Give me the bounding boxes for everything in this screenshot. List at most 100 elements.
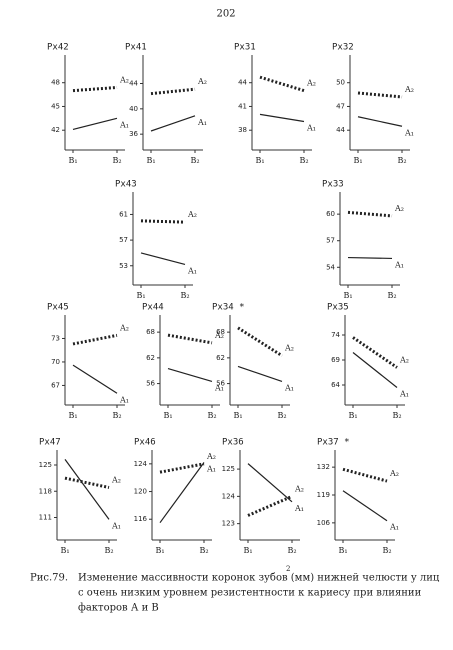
y-tick-label: 64 xyxy=(331,381,340,389)
y-tick-label: 70 xyxy=(51,358,60,366)
series-line xyxy=(342,467,388,483)
y-tick-label: 62 xyxy=(146,354,155,362)
series-line xyxy=(259,75,305,93)
series-label: A₁ xyxy=(294,504,304,513)
x-tick-label: B₁ xyxy=(60,546,69,555)
y-tick-label: 124 xyxy=(222,492,236,500)
y-tick-label: 123 xyxy=(222,520,235,528)
series-label: A₂ xyxy=(214,331,224,340)
y-tick-label: 50 xyxy=(336,79,345,87)
series-line xyxy=(357,91,403,99)
series-label: A₂ xyxy=(119,323,129,332)
y-tick-label: 132 xyxy=(317,463,330,471)
x-tick-label: B₂ xyxy=(287,546,296,555)
caption-line: с очень низким уровнем резистентности к … xyxy=(78,588,422,599)
series-line xyxy=(72,364,118,394)
series-line xyxy=(247,494,293,517)
series-line xyxy=(352,352,398,388)
series-label: A₂ xyxy=(206,452,216,461)
chart-title: Px33 xyxy=(322,180,344,190)
caption-label: Рис.79. xyxy=(30,573,68,584)
x-tick-label: B₂ xyxy=(104,546,113,555)
chart-title: Px34 * xyxy=(212,303,245,313)
y-tick-label: 60 xyxy=(326,210,335,218)
y-tick-label: 106 xyxy=(317,519,331,527)
series-line xyxy=(72,333,118,346)
y-tick-label: 125 xyxy=(39,461,52,469)
series-line xyxy=(237,365,283,382)
y-tick-label: 125 xyxy=(222,465,235,473)
series-line xyxy=(167,333,213,345)
x-tick-label: B₁ xyxy=(146,156,155,165)
series-line xyxy=(72,85,118,93)
chart-title: Px35 xyxy=(327,303,349,313)
y-tick-label: 61 xyxy=(119,210,128,218)
series-line xyxy=(347,210,393,218)
chart-title: Px47 xyxy=(39,438,61,448)
x-tick-label: B₁ xyxy=(155,546,164,555)
chart-title: Px44 xyxy=(142,303,164,313)
x-tick-label: B₁ xyxy=(68,411,77,420)
series-label: A₁ xyxy=(187,266,197,275)
x-tick-label: B₂ xyxy=(199,546,208,555)
y-tick-label: 116 xyxy=(134,515,148,523)
y-tick-label: 54 xyxy=(326,263,335,271)
y-tick-label: 48 xyxy=(51,79,60,87)
series-label: A₁ xyxy=(119,395,129,404)
x-tick-label: B₂ xyxy=(112,156,121,165)
y-tick-label: 118 xyxy=(39,487,52,495)
y-tick-label: 47 xyxy=(336,102,345,110)
series-line xyxy=(64,476,110,489)
series-line xyxy=(140,219,186,224)
chart-title: Px46 xyxy=(134,438,156,448)
series-line xyxy=(150,87,196,96)
series-label: A₁ xyxy=(206,464,216,473)
chart-title: Px36 xyxy=(222,438,244,448)
series-label: A₁ xyxy=(214,383,224,392)
x-tick-label: B₂ xyxy=(397,156,406,165)
y-tick-label: 40 xyxy=(129,105,138,113)
series-label: A₂ xyxy=(187,210,197,219)
x-tick-label: B₁ xyxy=(68,156,77,165)
chart-title: Px41 xyxy=(125,43,147,53)
x-tick-label: B₂ xyxy=(277,411,286,420)
series-label: A₁ xyxy=(306,124,316,133)
y-tick-label: 57 xyxy=(119,236,128,244)
x-tick-label: B₂ xyxy=(392,411,401,420)
caption-line: факторов А и В xyxy=(78,603,159,614)
y-tick-label: 56 xyxy=(216,380,225,388)
series-label: A₁ xyxy=(197,118,207,127)
y-tick-label: 44 xyxy=(238,79,247,87)
series-line xyxy=(352,336,398,369)
chart-title: Px37 * xyxy=(317,438,350,448)
x-tick-label: B₂ xyxy=(112,411,121,420)
series-line xyxy=(150,115,196,132)
series-label: A₂ xyxy=(119,75,129,84)
y-tick-label: 57 xyxy=(326,237,335,245)
series-label: A₁ xyxy=(111,521,121,530)
x-tick-label: B₁ xyxy=(243,546,252,555)
x-tick-label: B₁ xyxy=(348,411,357,420)
series-label: A₂ xyxy=(197,77,207,86)
series-line xyxy=(159,462,205,474)
chart-title: Px32 xyxy=(332,43,354,53)
series-label: A₁ xyxy=(284,383,294,392)
caption-mark: 2 xyxy=(286,565,290,573)
y-tick-label: 41 xyxy=(238,102,247,110)
y-tick-label: 119 xyxy=(317,491,330,499)
series-label: A₂ xyxy=(389,469,399,478)
x-tick-label: B₁ xyxy=(353,156,362,165)
y-tick-label: 120 xyxy=(134,488,147,496)
series-line xyxy=(259,113,305,123)
series-label: A₂ xyxy=(404,85,414,94)
y-tick-label: 45 xyxy=(51,102,60,110)
y-tick-label: 38 xyxy=(238,126,247,134)
series-label: A₂ xyxy=(111,476,121,485)
x-tick-label: B₂ xyxy=(207,411,216,420)
chart-title: Px42 xyxy=(47,43,69,53)
y-tick-label: 111 xyxy=(39,514,52,522)
series-label: A₂ xyxy=(284,344,294,353)
y-tick-label: 42 xyxy=(51,126,60,134)
series-label: A₂ xyxy=(294,484,304,493)
